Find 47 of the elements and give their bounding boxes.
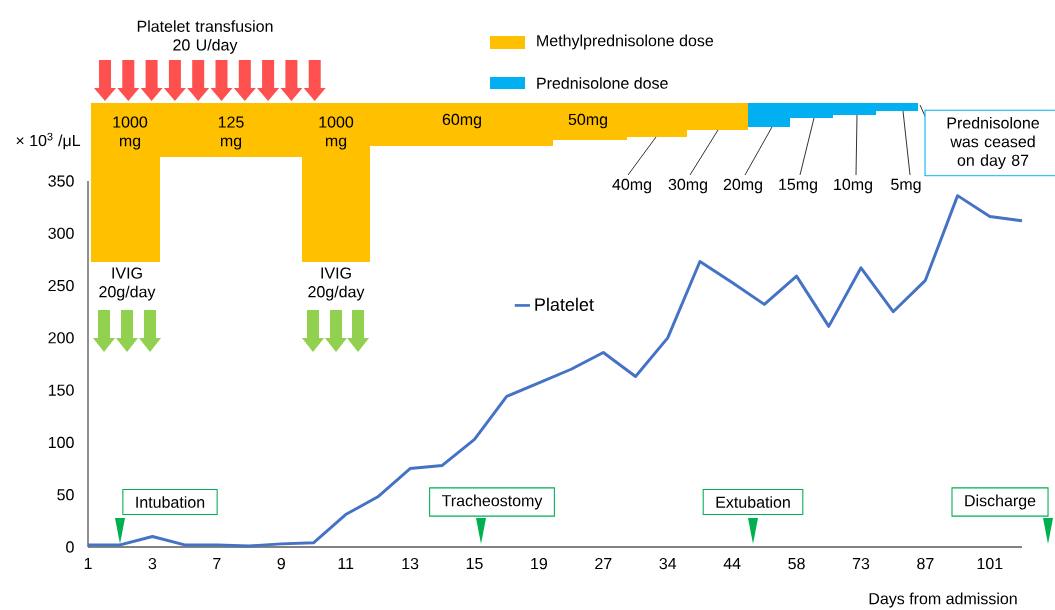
y-tick-label: 0 bbox=[66, 541, 74, 553]
text: 125 mg bbox=[218, 116, 244, 150]
annotation: Tracheostomy bbox=[441, 494, 543, 510]
x-tick-label: 13 bbox=[402, 557, 419, 570]
text: Platelet transfusion 20 U/day bbox=[137, 20, 273, 54]
y-tick-label: 300 bbox=[48, 227, 74, 239]
x-tick-label: 34 bbox=[659, 557, 677, 570]
annotation: Intubation bbox=[136, 496, 205, 508]
y-tick-label: 100 bbox=[48, 436, 74, 449]
annotation: 10mg bbox=[834, 178, 872, 194]
x-tick-label: 87 bbox=[917, 557, 934, 570]
x-tick-label: 58 bbox=[788, 557, 805, 570]
x-tick-label: 9 bbox=[277, 557, 285, 570]
x-tick-label: 7 bbox=[213, 557, 221, 569]
text: Methylprednisolone dose bbox=[537, 34, 714, 50]
x-tick-label: 11 bbox=[338, 557, 354, 569]
y-tick-label: 50 bbox=[57, 489, 74, 501]
text: Prednisolone was ceased on day 87 bbox=[947, 116, 1039, 170]
annotation: 5mg bbox=[891, 178, 921, 194]
annotation: Extubation bbox=[716, 496, 790, 508]
x-tick-label: 15 bbox=[466, 557, 483, 570]
x-tick-label: 101 bbox=[977, 557, 1003, 570]
y-axis-title: × 10$^{3}$ /μL bbox=[16, 132, 81, 150]
legend-label: Platelet bbox=[535, 297, 594, 311]
x-tick-label: 73 bbox=[852, 557, 870, 570]
annotation: IVIG 20g/day bbox=[308, 267, 365, 301]
text: Prednisolone dose bbox=[537, 77, 668, 89]
x-tick-label: 27 bbox=[595, 557, 612, 570]
x-tick-label: 44 bbox=[723, 557, 741, 569]
annotation: 40mg bbox=[612, 178, 651, 194]
x-axis-title: Days from admission bbox=[869, 592, 1017, 608]
text: 50mg bbox=[568, 113, 607, 129]
annotation: IVIG 20g/day bbox=[99, 267, 156, 301]
annotation: 20mg bbox=[723, 178, 762, 194]
annotation: 15mg bbox=[779, 178, 817, 194]
x-tick-label: 1 bbox=[84, 557, 92, 569]
y-tick-label: 150 bbox=[48, 384, 74, 396]
text: 1000 mg bbox=[113, 116, 148, 150]
text: 60mg bbox=[442, 113, 481, 129]
x-tick-label: 3 bbox=[148, 557, 157, 570]
y-tick-label: 250 bbox=[48, 279, 74, 292]
y-tick-label: 350 bbox=[48, 175, 74, 187]
x-tick-label: 19 bbox=[531, 557, 548, 570]
y-tick-label: 200 bbox=[48, 332, 74, 344]
annotation: Discharge bbox=[965, 494, 1036, 510]
text: 1000 mg bbox=[319, 116, 354, 150]
annotation: 30mg bbox=[668, 178, 707, 194]
